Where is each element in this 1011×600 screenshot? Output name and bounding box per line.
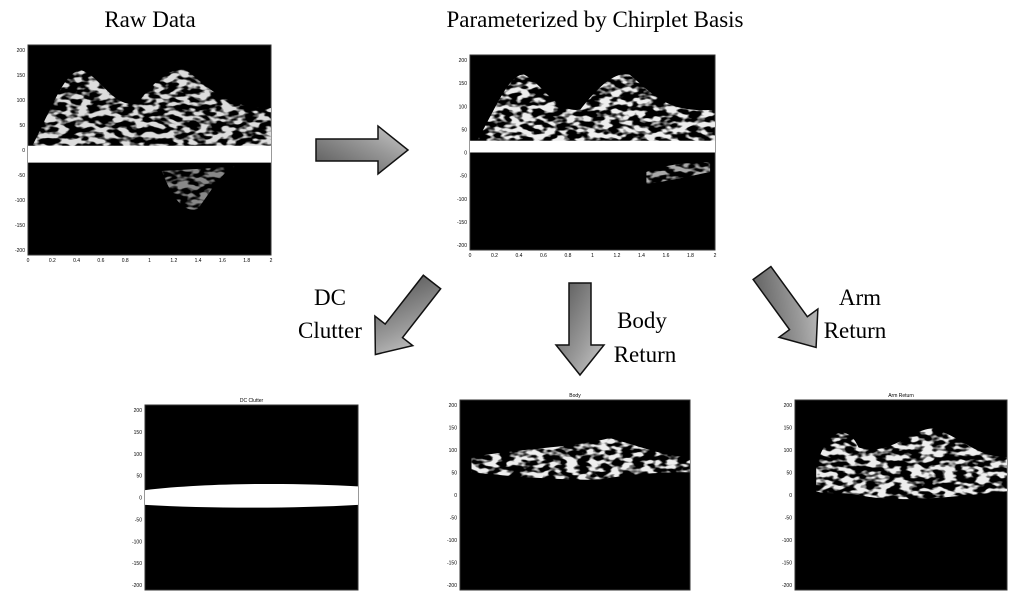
label: Raw Data bbox=[104, 7, 195, 32]
y-tick-label: 100 bbox=[449, 448, 458, 454]
x-tick-label: 0.6 bbox=[540, 253, 547, 259]
spectral-energy bbox=[470, 74, 715, 153]
x-tick-label: 0.8 bbox=[122, 258, 129, 264]
x-tick-label: 0 bbox=[469, 253, 472, 259]
y-tick-label: 50 bbox=[461, 127, 467, 133]
y-tick-label: -100 bbox=[782, 538, 792, 544]
y-tick-label: 100 bbox=[784, 448, 793, 454]
x-tick-label: 0.6 bbox=[97, 258, 104, 264]
spectral-energy bbox=[816, 428, 1007, 500]
arrow-down bbox=[555, 282, 605, 376]
x-tick-label: 1.8 bbox=[687, 253, 694, 259]
y-tick-label: 150 bbox=[17, 73, 26, 79]
x-tick-label: 1.4 bbox=[638, 253, 645, 259]
spectral-energy bbox=[145, 483, 358, 508]
y-tick-label: 50 bbox=[136, 474, 142, 480]
y-tick-label: 50 bbox=[451, 471, 457, 477]
y-tick-label: -100 bbox=[457, 197, 467, 203]
arrow-down-right bbox=[741, 258, 837, 363]
spectral-energy bbox=[28, 69, 271, 155]
label: Return bbox=[614, 342, 677, 367]
y-tick-label: 100 bbox=[134, 452, 143, 458]
x-tick-label: 1.2 bbox=[170, 258, 177, 264]
spectral-energy bbox=[161, 166, 235, 210]
arrow-right bbox=[315, 125, 409, 175]
y-tick-label: -150 bbox=[447, 561, 457, 567]
y-tick-label: -200 bbox=[457, 243, 467, 249]
panel-title: DC Clutter bbox=[240, 398, 264, 404]
x-tick-label: 0 bbox=[27, 258, 30, 264]
x-tick-label: 1 bbox=[148, 258, 151, 264]
x-tick-label: 0.4 bbox=[73, 258, 80, 264]
x-tick-label: 1.6 bbox=[663, 253, 670, 259]
y-tick-label: -150 bbox=[782, 561, 792, 567]
y-tick-label: 200 bbox=[17, 48, 26, 54]
y-tick-label: 200 bbox=[134, 408, 143, 414]
y-tick-label: 50 bbox=[786, 471, 792, 477]
x-tick-label: 1.6 bbox=[219, 258, 226, 264]
y-tick-label: 0 bbox=[454, 493, 457, 499]
label: Parameterized by Chirplet Basis bbox=[446, 7, 743, 32]
x-tick-label: 2 bbox=[714, 253, 717, 259]
y-tick-label: 0 bbox=[22, 148, 25, 154]
x-tick-label: 1.2 bbox=[614, 253, 621, 259]
spectral-energy bbox=[471, 438, 690, 480]
y-tick-label: 50 bbox=[19, 123, 25, 129]
x-tick-label: 0.2 bbox=[49, 258, 56, 264]
spectrogram-panel: DC Clutter 200 150 100 50 0 -50 -100 -150 -200 bbox=[132, 398, 359, 591]
label: Clutter bbox=[298, 318, 362, 343]
x-tick-label: 1.4 bbox=[195, 258, 202, 264]
y-tick-label: -150 bbox=[457, 220, 467, 226]
y-tick-label: -100 bbox=[447, 538, 457, 544]
y-tick-label: -50 bbox=[450, 516, 457, 522]
y-tick-label: -200 bbox=[132, 583, 142, 589]
y-tick-label: -200 bbox=[782, 583, 792, 589]
y-tick-label: -50 bbox=[785, 516, 792, 522]
y-tick-label: 200 bbox=[449, 403, 458, 409]
x-tick-label: 0.8 bbox=[565, 253, 572, 259]
spectral-energy bbox=[470, 140, 715, 153]
spectrogram-panel: Body 200 150 100 50 0 -50 -100 -150 -200 bbox=[447, 393, 691, 591]
spectral-energy bbox=[28, 145, 271, 163]
y-tick-label: 150 bbox=[784, 426, 793, 432]
y-tick-label: -200 bbox=[447, 583, 457, 589]
label: Return bbox=[824, 318, 887, 343]
y-tick-label: -50 bbox=[135, 517, 142, 523]
plot-area bbox=[459, 399, 691, 591]
y-tick-label: 150 bbox=[449, 426, 458, 432]
spectral-energy bbox=[646, 162, 711, 184]
y-tick-label: 100 bbox=[17, 98, 26, 104]
x-tick-label: 1.8 bbox=[243, 258, 250, 264]
label: Body bbox=[617, 308, 667, 333]
y-tick-label: -150 bbox=[132, 561, 142, 567]
panel-title: Arm Return bbox=[888, 393, 914, 399]
y-tick-label: 200 bbox=[784, 403, 793, 409]
x-tick-label: 0.4 bbox=[516, 253, 523, 259]
y-tick-label: -50 bbox=[18, 173, 25, 179]
y-tick-label: -100 bbox=[15, 198, 25, 204]
y-tick-label: -200 bbox=[15, 248, 25, 254]
arrow-down-left bbox=[355, 266, 452, 371]
y-tick-label: 0 bbox=[464, 151, 467, 157]
y-tick-label: 0 bbox=[139, 496, 142, 502]
y-tick-label: -50 bbox=[460, 174, 467, 180]
label: Arm bbox=[839, 285, 881, 310]
x-tick-label: 2 bbox=[270, 258, 273, 264]
y-tick-label: 150 bbox=[459, 81, 468, 87]
label: DC bbox=[314, 285, 346, 310]
x-tick-label: 0.2 bbox=[491, 253, 498, 259]
y-tick-label: -150 bbox=[15, 223, 25, 229]
spectrogram-panel: Arm Return 200 150 100 50 0 -50 -100 -150 -200 bbox=[782, 393, 1008, 591]
panel-title: Body bbox=[569, 393, 581, 399]
y-tick-label: 200 bbox=[459, 58, 468, 64]
x-tick-label: 1 bbox=[591, 253, 594, 259]
y-tick-label: 150 bbox=[134, 430, 143, 436]
y-tick-label: 0 bbox=[789, 493, 792, 499]
y-tick-label: 100 bbox=[459, 104, 468, 110]
y-tick-label: -100 bbox=[132, 539, 142, 545]
